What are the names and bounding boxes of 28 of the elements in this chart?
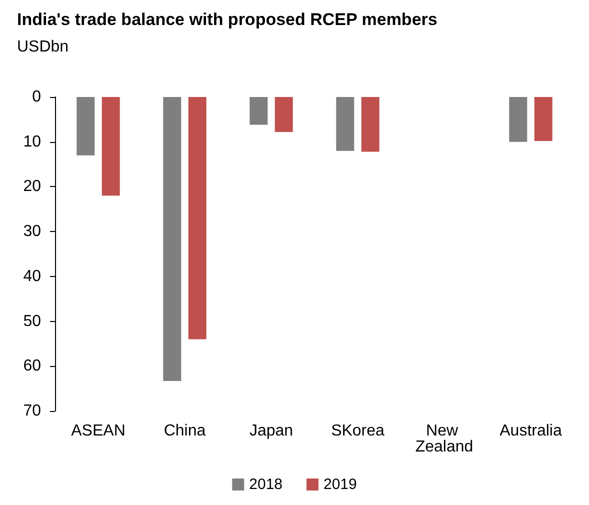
x-tick-label: Australia — [500, 422, 562, 440]
x-tick-label: SKorea — [331, 422, 385, 440]
bar — [163, 97, 182, 381]
bar — [250, 97, 268, 125]
legend-label: 2019 — [324, 476, 357, 493]
y-tick-label: 50 — [23, 312, 42, 330]
y-tick-label: 70 — [23, 402, 42, 420]
bar — [102, 97, 120, 196]
y-tick-label: 0 — [32, 88, 42, 106]
x-tick-label: Japan — [249, 422, 294, 440]
y-tick-label: 60 — [23, 358, 42, 375]
chart-title: India's trade balance with proposed RCEP members — [17, 10, 438, 29]
bar — [76, 97, 95, 156]
bar — [274, 97, 293, 132]
legend-label: 2018 — [249, 476, 283, 493]
y-tick-label: 20 — [23, 178, 42, 196]
x-tick-label: New Zealand — [415, 422, 474, 456]
bar — [509, 97, 528, 142]
bar — [361, 97, 380, 152]
x-tick-label: China — [164, 422, 206, 440]
y-tick-label: 30 — [23, 223, 42, 240]
y-tick-label: 10 — [23, 133, 42, 150]
bar — [188, 97, 206, 340]
bar — [534, 97, 552, 141]
bar — [336, 97, 354, 151]
x-tick-label: ASEAN — [71, 422, 126, 440]
y-tick-label: 40 — [23, 268, 42, 285]
y-axis-title: USDbn — [17, 38, 69, 56]
